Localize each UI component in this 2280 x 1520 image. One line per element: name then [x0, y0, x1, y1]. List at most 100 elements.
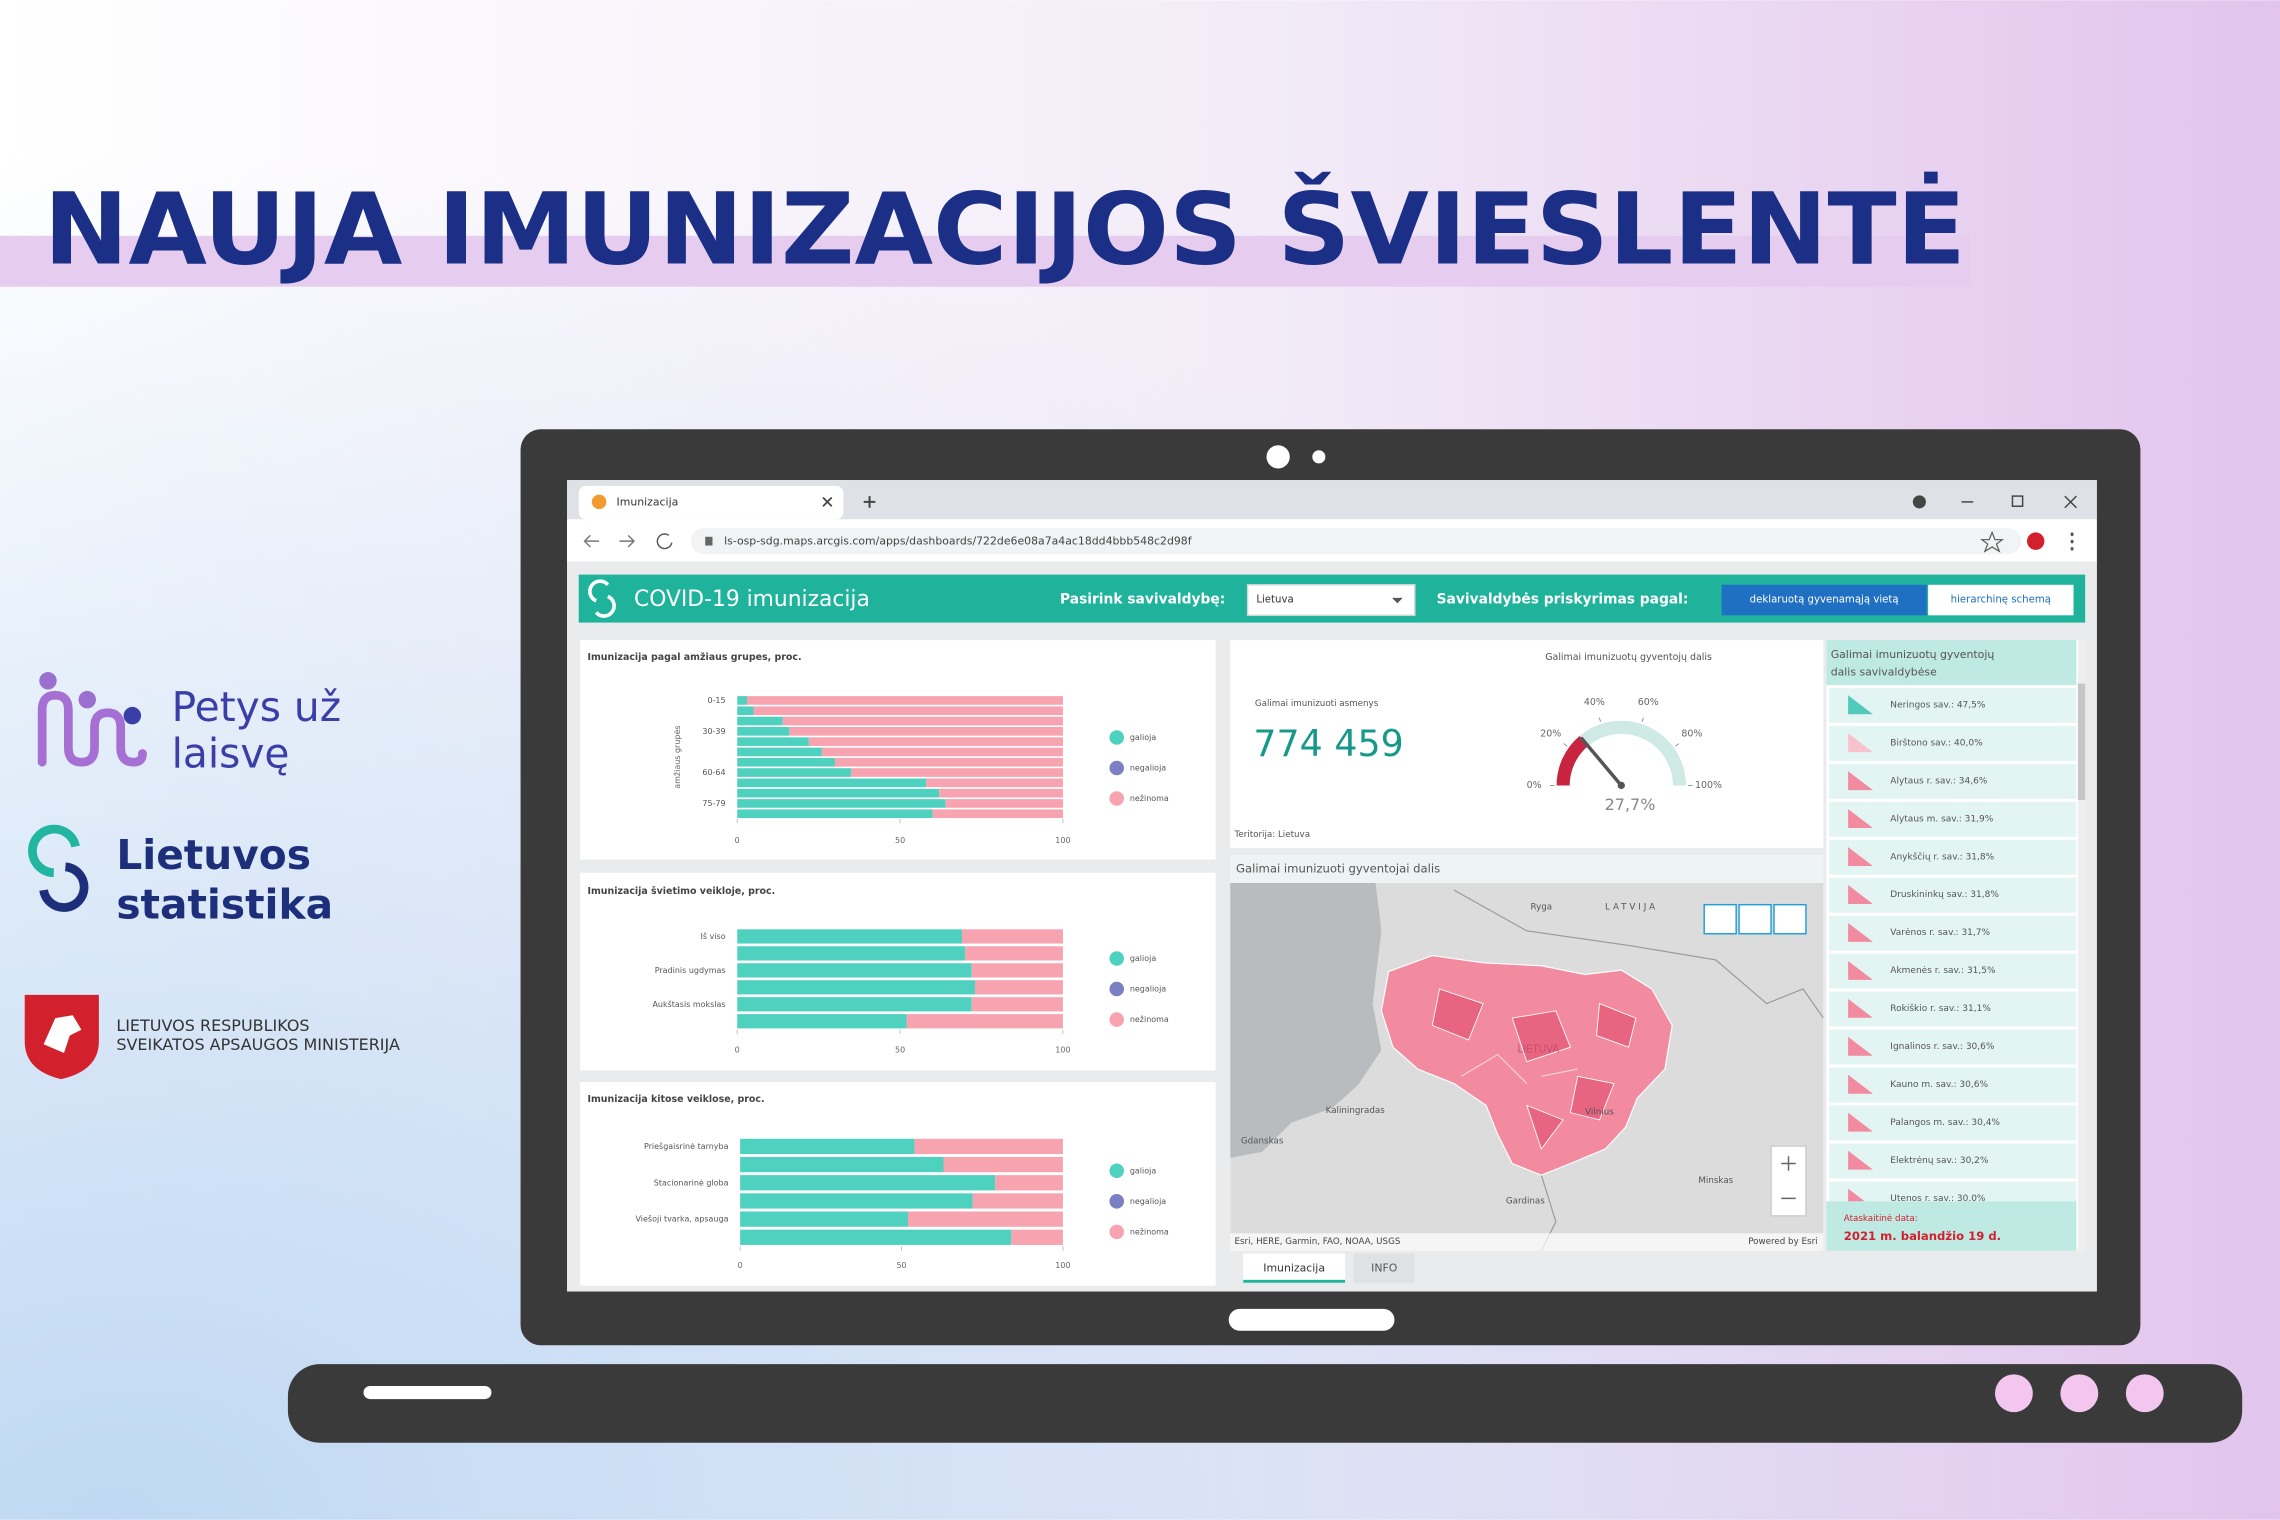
bookmark[interactable]	[1980, 530, 2005, 553]
list-item-label: Utenos r. sav.: 30,0%	[1890, 1194, 1986, 1204]
legend-label: nežinoma	[1130, 1015, 1169, 1024]
gauge-tick-label: 20%	[1540, 729, 1561, 740]
gauge-tick	[1641, 717, 1644, 722]
dashboard-tab-active[interactable]	[1243, 1253, 1346, 1283]
tab-underline	[1243, 1279, 1346, 1283]
bar-segment	[737, 706, 754, 716]
bar-segment	[926, 778, 1063, 788]
title-band	[0, 235, 1971, 287]
bar-segment	[972, 1193, 1063, 1209]
select[interactable]	[1246, 584, 1416, 617]
map-home[interactable]	[1703, 903, 1737, 935]
bar-segment	[737, 1014, 907, 1029]
bar-segment	[737, 696, 747, 705]
category-label: 30-39	[702, 727, 725, 736]
map	[1230, 882, 1824, 1251]
list-item[interactable]	[1829, 915, 2077, 951]
close-window[interactable]	[2064, 495, 2077, 509]
select-arrow	[1392, 597, 1403, 604]
list-item-label: Kauno m. sav.: 30,6%	[1890, 1080, 1988, 1090]
map-basemap[interactable]	[1773, 903, 1807, 935]
map-place-label: Vilnius	[1585, 1108, 1614, 1118]
list-item[interactable]	[1829, 688, 2077, 723]
list-item[interactable]	[1829, 1143, 2077, 1179]
select-value: Lietuva	[1256, 595, 1293, 606]
bar-segment	[834, 757, 1063, 767]
bar-segment	[740, 1211, 908, 1227]
dashboard-tab: Imunizacija	[1263, 1262, 1325, 1275]
bar-segment	[971, 997, 1063, 1012]
list-item[interactable]	[1829, 953, 2077, 989]
button[interactable]	[1928, 584, 2074, 616]
profile-icon[interactable]	[1912, 495, 1926, 509]
map-layers[interactable]	[1738, 903, 1772, 935]
map-place-label: LIETUVA	[1517, 1045, 1559, 1056]
maximize[interactable]	[2011, 495, 2024, 507]
indicator-territory: Teritorija: Lietuva	[1234, 830, 1311, 840]
back[interactable]	[583, 534, 600, 548]
legend-label: negalioja	[1130, 1197, 1166, 1206]
x-tick-label: 50	[895, 1046, 905, 1055]
scrollbar	[2077, 640, 2086, 1251]
x-tick-label: 0	[735, 836, 740, 845]
bar-segment	[740, 1229, 1012, 1245]
gauge-tick-label: 80%	[1681, 729, 1702, 740]
chart-title: Imunizacija pagal amžiaus grupes, proc.	[587, 652, 801, 663]
bar-segment	[961, 929, 1063, 944]
bar-segment	[746, 696, 1063, 705]
camera-light	[1312, 450, 1326, 464]
gauge-tick-label: 60%	[1638, 697, 1659, 708]
list-item[interactable]	[1829, 1029, 2077, 1065]
bar-segment	[821, 747, 1063, 757]
list-item[interactable]	[1829, 877, 2077, 913]
list-item[interactable]	[1829, 1067, 2077, 1103]
bar-segment	[737, 997, 972, 1012]
legend-swatch	[1109, 981, 1125, 997]
list-item[interactable]	[1829, 1181, 2077, 1216]
category-label: Viešoji tvarka, apsauga	[636, 1214, 729, 1224]
gauge-title: Galimai imunizuotų gyventojų dalis	[1545, 652, 1712, 663]
map-zoom-icons	[1781, 1156, 1796, 1200]
category-label: Pradinis ugdymas	[655, 966, 726, 975]
legend-swatch	[1109, 1012, 1125, 1027]
button-active[interactable]	[1721, 584, 1927, 616]
list-icon	[1848, 1150, 1873, 1170]
list-item[interactable]	[1829, 763, 2077, 799]
logo-wave	[37, 690, 147, 767]
map-sea	[1230, 882, 1382, 1158]
bar-segment	[753, 706, 1063, 716]
list-item[interactable]	[1829, 801, 2077, 837]
bar-segment	[907, 1211, 1063, 1227]
list-item[interactable]	[1829, 1105, 2077, 1141]
list-item[interactable]	[1829, 839, 2077, 875]
dashboard-logo	[588, 579, 616, 618]
reload[interactable]	[656, 533, 673, 550]
gauge-value-label: 27,7%	[1605, 795, 1656, 814]
tab-close[interactable]	[822, 496, 833, 507]
list-item[interactable]	[1829, 991, 2077, 1027]
bar-segment	[906, 1014, 1063, 1029]
forward[interactable]	[619, 534, 636, 548]
bar-segment	[851, 768, 1063, 777]
list-item-label: Varėnos r. sav.: 31,7%	[1890, 928, 1990, 938]
bar-segment	[914, 1138, 1063, 1155]
dashboard-tab-inactive[interactable]	[1353, 1253, 1415, 1283]
map-region-borders	[1461, 1053, 1578, 1084]
list-item-label: Alytaus m. sav.: 31,9%	[1890, 814, 1993, 824]
browser-tab[interactable]	[578, 485, 844, 520]
category-label: 0-15	[707, 696, 725, 705]
scrollbar-thumb[interactable]	[2077, 683, 2086, 800]
category-label: Stacionarinė globa	[654, 1178, 729, 1187]
extension[interactable]	[2026, 532, 2045, 550]
map-attribution-bar	[1230, 1233, 1824, 1251]
list-item-label: Birštono sav.: 40,0%	[1890, 737, 1983, 748]
list-item[interactable]	[1829, 725, 2077, 761]
bar-segment	[789, 727, 1063, 736]
base-dot	[2125, 1374, 2164, 1413]
bar-segment	[943, 1156, 1063, 1173]
new-tab[interactable]	[863, 496, 876, 508]
address-bar[interactable]	[690, 528, 2022, 555]
legend-label: nežinoma	[1130, 794, 1169, 803]
